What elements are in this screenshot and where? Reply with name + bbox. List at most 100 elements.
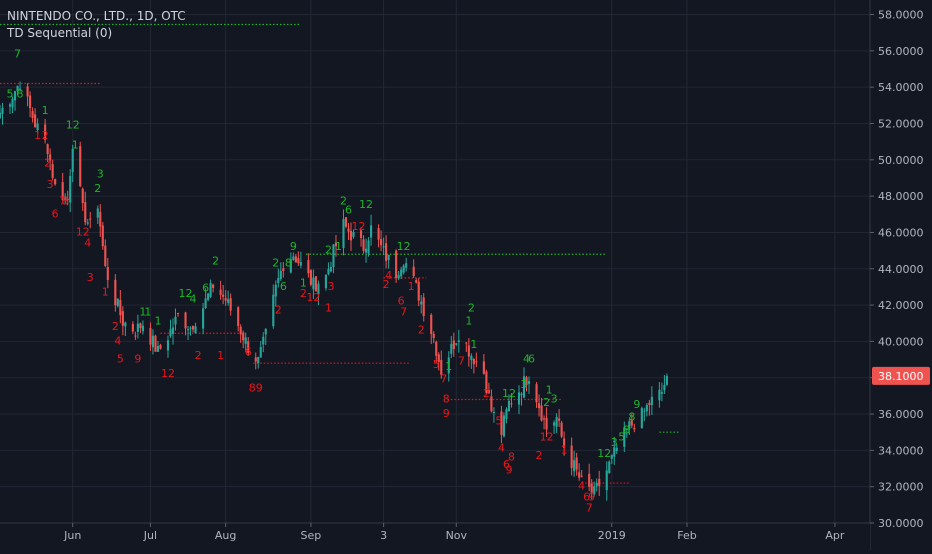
price-tick-label: 40.0000 (878, 335, 924, 348)
candle-body (465, 342, 468, 344)
td-count-label: 3 (521, 378, 528, 391)
candle-body (570, 445, 573, 468)
td-count-label: 4 (190, 293, 197, 306)
candle-body (31, 111, 34, 118)
td-count-label: 6 (245, 345, 252, 358)
td-count-label: 9 (134, 353, 141, 366)
candle-body (377, 228, 380, 240)
candle-body (630, 419, 633, 426)
td-count-label: 7 (400, 305, 407, 318)
candle-body (387, 255, 390, 260)
candle-body (139, 323, 142, 329)
candle-body (405, 263, 408, 268)
time-tick-label: Sep (301, 529, 322, 542)
candle-body (36, 123, 39, 131)
candle-body (500, 411, 503, 435)
td-count-label: 6 (398, 294, 405, 307)
price-tick-label: 52.0000 (878, 117, 924, 130)
candle-body (492, 411, 495, 413)
candle-body (151, 335, 155, 348)
time-tick-label: 2019 (598, 529, 626, 542)
candle-body (450, 343, 453, 354)
grid-layer (0, 0, 870, 524)
candle-body (525, 377, 528, 386)
candle-body (289, 259, 292, 273)
td-count-label: 12 (352, 220, 366, 233)
candle-body (395, 250, 398, 278)
candle-body (578, 472, 581, 478)
candle-body (590, 483, 593, 493)
td-count-label: 12 (540, 431, 554, 444)
candle-body (598, 478, 601, 486)
last-price-label: 38.1000 (878, 370, 924, 383)
candle-body (650, 396, 653, 406)
candle-body (502, 415, 506, 437)
candle-body (628, 421, 631, 429)
td-count-label: 9 (505, 463, 512, 476)
td-count-label: 8 (443, 393, 450, 406)
candle-body (274, 284, 277, 297)
time-tick-label: Apr (825, 529, 845, 542)
candle-body (332, 244, 335, 268)
candle-body (121, 311, 124, 326)
candle-body (412, 266, 415, 277)
candle-body (16, 85, 19, 91)
candle-body (367, 240, 370, 254)
candle-body (136, 323, 139, 332)
candle-body (334, 242, 338, 247)
td-count-label: 5 (433, 358, 440, 371)
candle-body (149, 328, 152, 345)
candle-body (189, 327, 192, 329)
td-count-label: 2 (300, 287, 307, 300)
candle-body (209, 283, 212, 297)
td-count-label: 1 (445, 360, 452, 373)
candle-body (277, 277, 280, 283)
candle-body (625, 428, 628, 430)
candle-body (660, 392, 663, 394)
candle-body (259, 347, 262, 358)
candle-body (312, 277, 315, 290)
candle-body (207, 293, 210, 300)
candle-body (420, 301, 423, 305)
candle-body (282, 268, 285, 272)
candle-body (645, 404, 648, 412)
candle-body (507, 400, 511, 412)
td-count-label: 12 (179, 287, 193, 300)
candle-body (79, 146, 82, 187)
candle-body (380, 239, 383, 246)
candle-body (229, 298, 232, 311)
td-count-label: 3 (551, 393, 558, 406)
indicator-legend[interactable]: TD Sequential (0) (7, 26, 113, 40)
candle-body (422, 297, 425, 317)
candle-body (66, 198, 69, 200)
td-count-label: 2 (340, 195, 347, 208)
candle-body (237, 307, 240, 327)
candle-body (247, 341, 250, 353)
td-count-label: 7 (458, 354, 465, 367)
candle-body (8, 104, 12, 107)
td-count-label: 1 (42, 104, 49, 117)
candle-body (382, 246, 385, 248)
candle-body (575, 457, 578, 470)
candle-body (482, 361, 485, 374)
candle-body (447, 357, 450, 374)
td-count-label: 2 (468, 302, 475, 315)
price-tick-label: 56.0000 (878, 45, 924, 58)
price-tick-label: 34.0000 (878, 444, 924, 457)
candle-body (457, 340, 460, 343)
candle-body (86, 222, 89, 224)
price-tick-label: 44.0000 (878, 263, 924, 276)
td-count-label: 4 (84, 236, 91, 249)
td-count-label: 4 (498, 442, 505, 455)
candle-body (96, 208, 99, 218)
td-count-label: 6 (528, 353, 535, 366)
td-count-label: 2 (543, 396, 550, 409)
candle-body (329, 266, 333, 272)
td-count-label: 8 (17, 87, 24, 100)
td-count-label: 1 (217, 349, 224, 362)
td-count-label: 3 (327, 280, 334, 293)
candle-body (239, 326, 242, 335)
